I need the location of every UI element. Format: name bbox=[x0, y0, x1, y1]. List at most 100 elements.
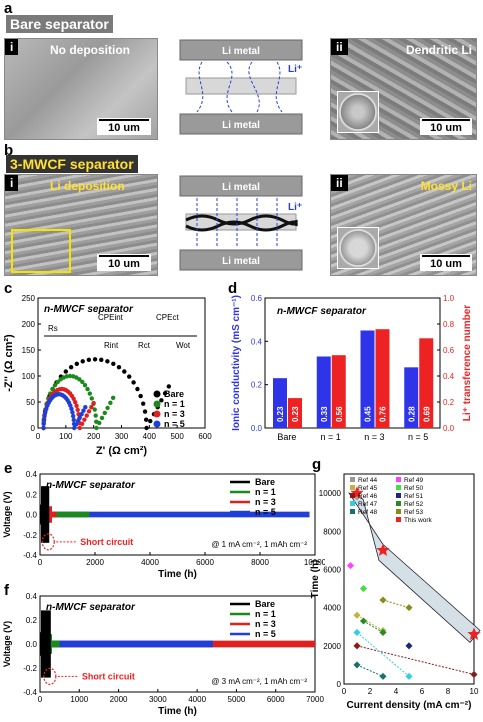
y-tick-label: 4000 bbox=[323, 604, 341, 613]
nyquist-point-1 bbox=[99, 357, 104, 363]
nyquist-point-3 bbox=[89, 405, 94, 410]
x-tick-label: 3000 bbox=[149, 695, 167, 704]
x-tick-label: 4 bbox=[394, 687, 399, 696]
x-tick-label: 1000 bbox=[70, 695, 88, 704]
y-axis-label: Voltage (V) bbox=[2, 621, 12, 667]
nyquist-point-1 bbox=[68, 365, 74, 370]
short-circuit-marker bbox=[41, 533, 55, 551]
nyquist-point-4 bbox=[41, 421, 46, 427]
legend-marker bbox=[350, 509, 355, 514]
y-axis-label: Time (h) bbox=[310, 560, 321, 599]
voltage-trace-4 bbox=[40, 640, 213, 648]
right-tick-label: 0.8 bbox=[443, 320, 455, 329]
legend-label: n = 1 bbox=[255, 609, 276, 619]
li-disk-photo bbox=[337, 91, 379, 133]
reference-trend-line bbox=[356, 645, 475, 675]
nyquist-point-1 bbox=[162, 391, 168, 396]
short-circuit-label: Short circuit bbox=[82, 671, 135, 681]
x-tick-label: 300 bbox=[115, 432, 129, 441]
nyquist-point-2 bbox=[92, 407, 97, 412]
nyquist-point-2 bbox=[110, 395, 116, 401]
legend-label: n = 1 bbox=[164, 399, 185, 409]
nyquist-point-3 bbox=[84, 413, 89, 418]
y-tick-label: 0.0 bbox=[26, 511, 38, 520]
nyquist-point-2 bbox=[89, 396, 94, 401]
nyquist-point-2 bbox=[67, 373, 73, 379]
nyquist-point-2 bbox=[105, 405, 110, 411]
legend-label: n = 5 bbox=[255, 507, 276, 517]
y-tick-label: 250 bbox=[22, 294, 36, 303]
nyquist-point-3 bbox=[86, 409, 92, 414]
panel-b-banner: 3-MWCF separator bbox=[6, 155, 138, 173]
li-metal-bottom-label: Li metal bbox=[222, 120, 260, 131]
legend-marker bbox=[350, 477, 355, 482]
nyquist-point-4 bbox=[71, 417, 76, 423]
category-label: Bare bbox=[277, 432, 296, 442]
legend-label: n = 1 bbox=[255, 487, 276, 497]
voltage-trace-1-burst bbox=[41, 610, 51, 678]
nyquist-point-1 bbox=[105, 359, 110, 364]
legend-label: Ref 50 bbox=[404, 485, 424, 492]
nyquist-point-2 bbox=[93, 413, 98, 418]
nyquist-point-1 bbox=[138, 393, 143, 399]
x-tick-label: 6 bbox=[420, 687, 425, 696]
panel-g-letter: g bbox=[312, 456, 322, 473]
bar-value-label: 0.23 bbox=[291, 406, 300, 422]
legend-label: This work bbox=[404, 517, 433, 524]
reference-trend-line bbox=[356, 614, 384, 631]
cycling-chart-3ma: 0 1000 2000 3000 4000 5000 6000 7000 -0.4 -0.2 0.0… bbox=[2, 592, 324, 717]
y-tick-label: 6000 bbox=[323, 565, 341, 574]
sem-caption: No deposition bbox=[50, 43, 130, 57]
voltage-trace-4 bbox=[40, 511, 310, 518]
reference-trend-line bbox=[363, 620, 384, 633]
bar-value-label: 0.69 bbox=[422, 406, 431, 422]
nyquist-point-1 bbox=[159, 398, 164, 403]
nyquist-point-3 bbox=[79, 421, 85, 427]
bar-conductivity bbox=[404, 367, 419, 428]
x-tick-label: 8 bbox=[446, 687, 451, 696]
chart-title: n-MWCF separator bbox=[44, 304, 134, 315]
sem-index-i: i bbox=[5, 39, 19, 55]
plot-frame bbox=[264, 297, 441, 429]
right-tick-label: 0.6 bbox=[443, 346, 455, 355]
li-ion-label: Li⁺ bbox=[288, 202, 302, 213]
legend-label: n = 3 bbox=[255, 497, 276, 507]
legend-label: Bare bbox=[164, 389, 184, 399]
panel-a-banner: Bare separator bbox=[6, 15, 113, 33]
nyquist-point-1 bbox=[111, 361, 116, 367]
x-tick-label: 2000 bbox=[86, 558, 104, 567]
nyquist-point-1 bbox=[142, 409, 148, 414]
nyquist-point-1 bbox=[166, 384, 172, 389]
left-axis-label: Ionic conductivity (mS cm⁻¹) bbox=[231, 295, 242, 431]
reference-point bbox=[379, 672, 387, 680]
y-tick-label: 0.4 bbox=[26, 470, 38, 479]
short-circuit-marker bbox=[43, 667, 57, 686]
x-tick-label: 0 bbox=[36, 432, 41, 441]
nyquist-point-4 bbox=[75, 418, 81, 424]
legend-marker bbox=[153, 400, 161, 408]
x-tick-label: 4000 bbox=[141, 558, 159, 567]
nyquist-point-1 bbox=[74, 361, 79, 367]
x-tick-label: 6000 bbox=[196, 558, 214, 567]
nyquist-point-1 bbox=[116, 365, 122, 370]
reference-point bbox=[359, 617, 368, 625]
panel-c-letter: c bbox=[4, 280, 13, 297]
bar-value-label: 0.33 bbox=[320, 406, 329, 422]
bar-transference bbox=[288, 398, 302, 428]
y-tick-label: -0.2 bbox=[23, 531, 37, 540]
test-condition: @ 3 mA cm⁻², 1 mAh cm⁻² bbox=[211, 677, 307, 686]
legend-marker bbox=[350, 493, 355, 498]
legend-label: Ref 48 bbox=[358, 509, 378, 516]
reference-trend-line bbox=[356, 664, 384, 677]
x-tick-label: 400 bbox=[143, 432, 157, 441]
nyquist-point-3 bbox=[91, 400, 96, 406]
y-tick-label: 0.2 bbox=[26, 616, 38, 625]
circuit-label-cpe-ct: CPEct bbox=[156, 313, 179, 322]
sem-index-i: i bbox=[5, 175, 19, 191]
x-axis-label: Time (h) bbox=[158, 569, 197, 580]
y-tick-label: -0.2 bbox=[23, 664, 37, 673]
reference-point bbox=[353, 611, 361, 619]
left-tick-label: 0.6 bbox=[251, 294, 263, 303]
schematic-mwcf-separator: Li metal Li metal Li⁺ bbox=[172, 174, 312, 272]
nyquist-point-1 bbox=[131, 380, 136, 385]
